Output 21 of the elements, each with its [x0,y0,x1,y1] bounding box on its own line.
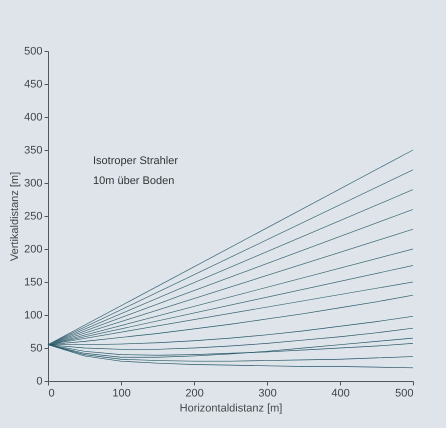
x-axis-title: Horizontaldistanz [m] [180,402,282,414]
y-tick-label: 100 [24,310,42,322]
annotation: Isotroper Strahler [93,155,178,167]
y-tick-label: 200 [24,244,42,256]
x-tick-label: 200 [185,388,204,400]
y-tick-label: 400 [24,112,42,124]
x-tick-label: 500 [395,388,414,400]
x-tick-label: 300 [258,388,277,400]
x-tick-label: 100 [112,388,131,400]
y-tick-label: 250 [24,210,42,222]
x-tick-label: 400 [331,388,350,400]
y-tick-label: 150 [24,276,42,288]
y-tick-label: 350 [24,144,42,156]
y-tick-label: 50 [30,342,42,354]
annotation: 10m über Boden [93,175,174,187]
y-tick-label: 300 [24,178,42,190]
y-tick-label: 0 [36,376,42,388]
x-tick-label: 0 [48,388,55,400]
y-axis-title: Vertikaldistanz [m] [9,172,22,262]
y-tick-label: 450 [24,78,42,90]
y-tick-label: 500 [24,46,42,58]
